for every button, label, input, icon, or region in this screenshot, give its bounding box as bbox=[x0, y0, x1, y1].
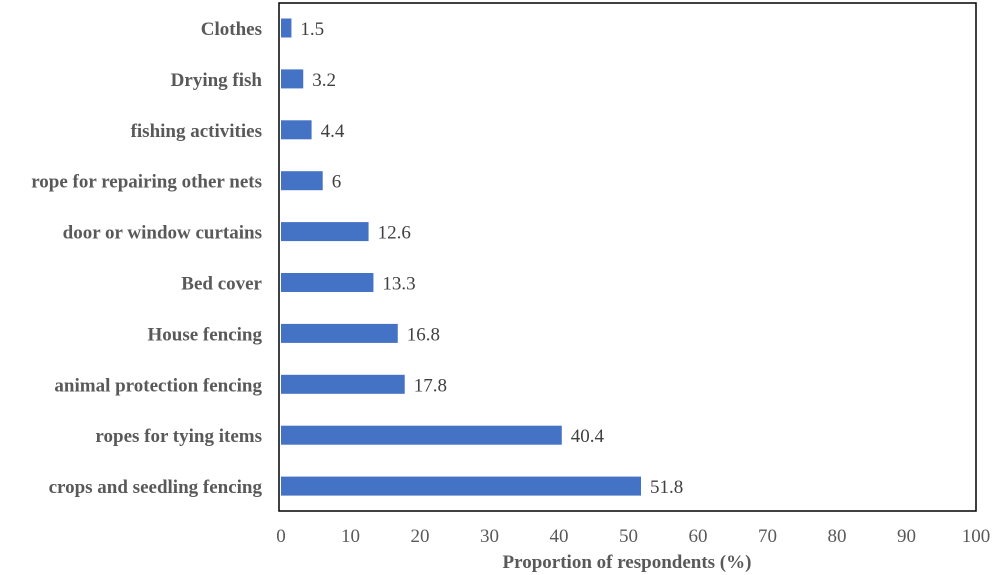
category-label: Bed cover bbox=[181, 274, 262, 295]
value-label: 40.4 bbox=[571, 426, 605, 447]
bar bbox=[281, 222, 369, 242]
bar bbox=[281, 323, 398, 343]
x-tick-label: 10 bbox=[341, 526, 360, 547]
value-label: 4.4 bbox=[321, 121, 345, 142]
x-tick-label: 60 bbox=[689, 526, 708, 547]
value-label: 12.6 bbox=[378, 223, 411, 244]
x-axis-title: Proportion of respondents (%) bbox=[503, 552, 752, 573]
value-label: 1.5 bbox=[300, 19, 324, 40]
value-label: 17.8 bbox=[414, 375, 447, 396]
x-tick-label: 30 bbox=[480, 526, 499, 547]
category-labels: Clothes Drying fish fishing activities rope… bbox=[31, 19, 262, 498]
plot-area-frame bbox=[278, 2, 977, 512]
x-tick-label: 0 bbox=[276, 526, 286, 547]
category-label: rope for repairing other nets bbox=[31, 172, 262, 193]
x-tick-label: 90 bbox=[897, 526, 916, 547]
x-tick-label: 70 bbox=[758, 526, 777, 547]
x-tick-label: 50 bbox=[619, 526, 638, 547]
bar bbox=[281, 374, 405, 394]
bar bbox=[281, 476, 642, 496]
x-axis-ticks: 0 10 20 30 40 50 60 70 80 90 100 bbox=[276, 526, 990, 547]
bar bbox=[281, 120, 312, 140]
bar bbox=[281, 273, 374, 292]
x-tick-label: 40 bbox=[550, 526, 569, 547]
x-tick-label: 100 bbox=[962, 526, 991, 547]
bar bbox=[281, 18, 292, 38]
value-label: 6 bbox=[332, 172, 342, 193]
category-label: House fencing bbox=[147, 324, 262, 345]
bar bbox=[281, 425, 562, 445]
value-label: 3.2 bbox=[312, 70, 336, 91]
x-tick-label: 80 bbox=[828, 526, 847, 547]
bar bbox=[281, 69, 304, 89]
category-label: fishing activities bbox=[131, 121, 262, 142]
bar bbox=[281, 171, 323, 191]
value-labels: 1.5 3.2 4.4 6 12.6 13.3 16.8 17.8 40.4 51.8 bbox=[300, 19, 683, 498]
value-label: 51.8 bbox=[650, 477, 683, 498]
category-label: animal protection fencing bbox=[54, 375, 262, 396]
value-label: 16.8 bbox=[407, 324, 440, 345]
category-label: ropes for tying items bbox=[95, 426, 262, 447]
bars-group bbox=[281, 18, 642, 496]
category-label: crops and seedling fencing bbox=[49, 477, 263, 498]
x-tick-label: 20 bbox=[411, 526, 430, 547]
category-label: Drying fish bbox=[171, 70, 263, 91]
category-label: Clothes bbox=[201, 19, 262, 40]
value-label: 13.3 bbox=[382, 274, 415, 295]
category-label: door or window curtains bbox=[63, 223, 262, 244]
